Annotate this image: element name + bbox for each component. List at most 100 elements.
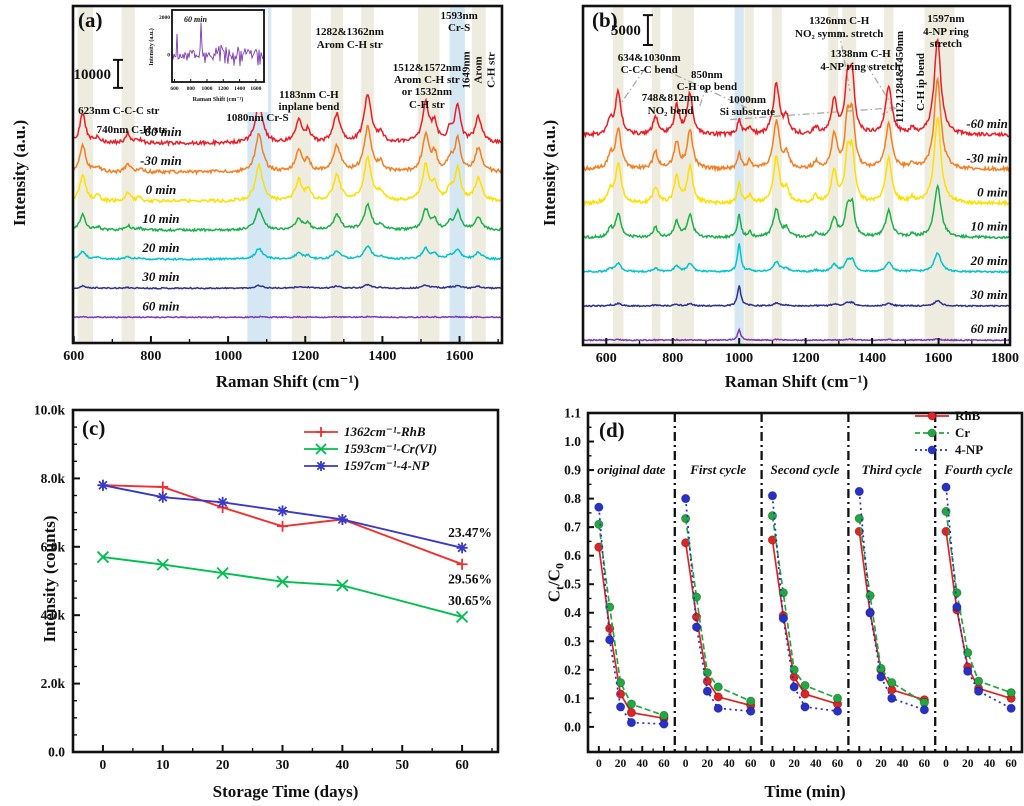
trace-time-label: -60 min	[966, 116, 1008, 131]
inset-y-tick-label: 2000	[159, 15, 170, 21]
x-tick-label: 1600	[446, 349, 474, 364]
data-line	[858, 518, 925, 704]
data-line	[771, 495, 838, 713]
inset-y-axis-label: Intensity (a.u.)	[149, 28, 155, 66]
marker-plus	[277, 520, 289, 532]
marker-circle	[941, 482, 951, 492]
marker-circle	[1006, 687, 1016, 698]
y-tick-label: 0.5	[564, 577, 581, 592]
x-tick-label: 40	[336, 757, 350, 772]
highlight-band	[828, 7, 839, 344]
marker-circle	[876, 672, 886, 682]
cycle-label: Second cycle	[771, 462, 840, 477]
x-tick-label: 40	[637, 758, 649, 770]
marker-circle	[702, 676, 713, 686]
marker-circle	[832, 693, 843, 704]
trace-time-label: -30 min	[140, 153, 182, 168]
legend: 1362cm⁻¹-RhB 1593cm⁻¹-Cr(VI) 1597cm⁻¹-4-NP	[302, 424, 437, 474]
x-tick-label: 40	[810, 758, 822, 770]
spectrum-trace	[582, 116, 1011, 208]
y-axis-label-c: Intensity (counts)	[40, 515, 59, 643]
marker-x	[156, 558, 169, 571]
marker-asterisk	[316, 461, 326, 471]
marker-circle	[854, 513, 864, 524]
y-axis-label-d: Ct/C0	[544, 563, 567, 603]
trace-time-label: 20 min	[141, 240, 179, 255]
spectrum-trace	[582, 243, 1011, 274]
marker-circle	[659, 710, 669, 721]
marker-circle	[865, 590, 875, 601]
peak-annotation: 1326nm C-H NO₂ symm. stretch	[795, 15, 884, 40]
x-tick-label: 800	[140, 349, 161, 364]
spectrum-trace	[582, 183, 1011, 240]
marker-circle	[1006, 703, 1016, 714]
highlight-band	[744, 7, 754, 344]
marker-circle	[800, 689, 810, 699]
trace-time-label: 30 min	[970, 287, 1008, 302]
annotation-arrow	[620, 68, 646, 103]
marker-plus	[456, 558, 468, 570]
legend-label: 1593cm⁻¹-Cr(VI)	[344, 441, 438, 456]
highlight-band	[771, 7, 782, 344]
scale-bar-label: 5000	[611, 23, 641, 39]
peak-annotation: 1000nm Si substrate	[719, 94, 776, 119]
marker-circle	[604, 602, 615, 612]
highlight-band	[734, 7, 744, 344]
legend: RhB Cr 4-NP	[913, 408, 983, 458]
peak-annotation: 1080nm Cr-S	[226, 112, 289, 125]
marker-circle	[963, 666, 973, 676]
x-tick-label: 0	[596, 758, 602, 770]
x-tick-label: 0	[856, 758, 862, 770]
highlight-band	[291, 7, 312, 342]
x-axis-label-d: Time (min)	[764, 782, 846, 801]
highlight-band	[449, 7, 465, 342]
percent-label: 29.56%	[448, 571, 492, 586]
spectrum-trace	[72, 201, 502, 233]
plot-area-c: 0 10 20 30 40 50 60 0.0 2.0k 4.0k 6.0k 8.0k 10.0k 29.…	[34, 403, 500, 772]
peak-annotation: 634&1030nm C-C-C bend	[617, 51, 681, 77]
trace-time-label: 30 min	[141, 269, 179, 284]
x-tick-label: 1800	[991, 351, 1019, 366]
highlight-band	[77, 7, 94, 342]
marker-asterisk	[456, 542, 468, 554]
marker-circle	[615, 689, 626, 699]
peak-annotation: 1183nm C-H inplane bend	[278, 88, 340, 113]
x-tick-label: 20	[615, 758, 627, 770]
legend-label: 1362cm⁻¹-RhB	[344, 424, 426, 439]
marker-x	[276, 575, 289, 588]
marker-circle	[973, 676, 984, 686]
marker-circle	[887, 693, 897, 704]
marker-plus	[157, 481, 169, 493]
trace-time-label: 60 min	[142, 298, 179, 313]
marker-circle	[713, 703, 723, 714]
marker-x	[455, 610, 469, 624]
peak-annotation: C-H ip bend	[915, 53, 928, 112]
marker-circle	[887, 677, 897, 688]
legend-label: 1597cm⁻¹-4-NP	[344, 458, 430, 473]
peak-annotation: 1593nm Cr-S	[440, 10, 478, 35]
trace-time-label: -30 min	[966, 150, 1008, 165]
marker-circle	[800, 702, 810, 712]
x-tick-label: 50	[395, 757, 409, 772]
trace-time-label: 10 min	[971, 219, 1008, 234]
marker-x	[336, 579, 349, 592]
panel-letter-b: (b)	[592, 8, 618, 32]
marker-circle	[594, 519, 604, 529]
legend-item: 1593cm⁻¹-Cr(VI)	[302, 441, 437, 457]
x-tick-label: 1400	[368, 349, 396, 364]
marker-x	[315, 443, 327, 455]
y-tick-label: 0.1	[564, 691, 581, 706]
x-axis-label-a: Raman Shift (cm⁻¹)	[215, 372, 360, 391]
legend-item: Cr	[913, 425, 983, 441]
annotation-arrow	[661, 68, 747, 109]
marker-circle	[615, 702, 626, 712]
panel-c: 0 10 20 30 40 50 60 0.0 2.0k 4.0k 6.0k 8.0k 10.0k 29.…	[34, 400, 515, 806]
marker-circle	[767, 511, 778, 521]
y-tick-label: 0.0	[48, 745, 65, 760]
legend-item: RhB	[913, 408, 983, 424]
marker-circle	[865, 608, 875, 618]
marker-circle	[659, 719, 669, 729]
marker-circle	[713, 682, 723, 692]
peak-annotation: 1649nm Arom C-H str	[460, 51, 498, 89]
